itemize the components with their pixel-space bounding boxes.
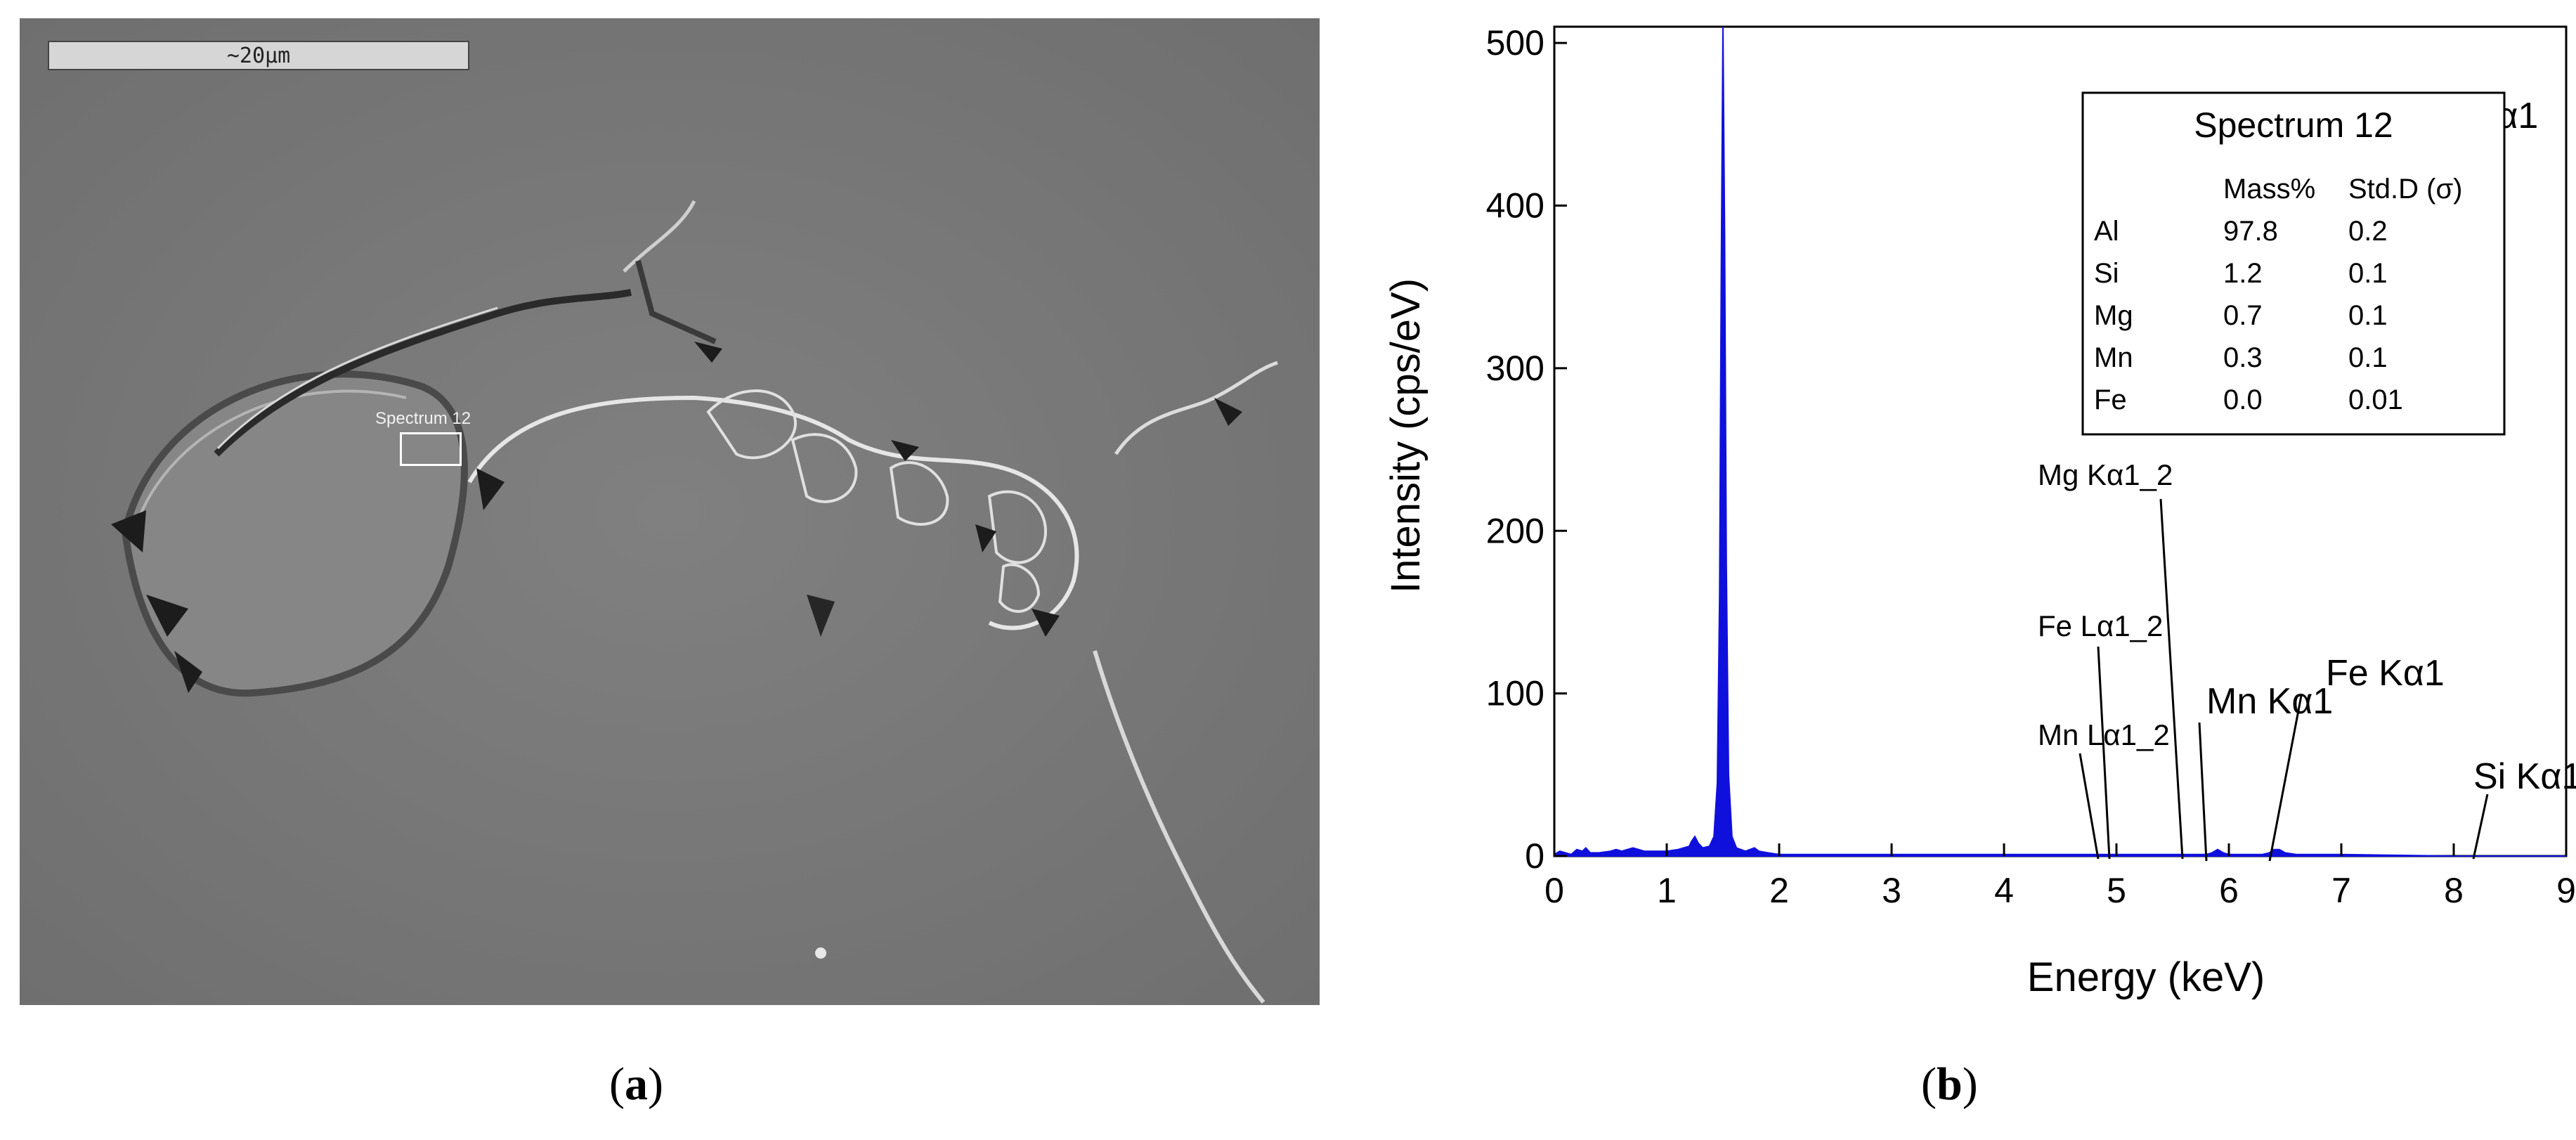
peak-label-fe-ka1: Fe Kα1 [2326, 653, 2445, 694]
x-axis-label: Energy (keV) [2027, 954, 2265, 1000]
caption-b-letter: b [1936, 1058, 1963, 1110]
y-tick-label: 100 [1486, 674, 1544, 713]
y-axis-ticks: 0 100 200 300 400 500 [1486, 23, 1567, 876]
x-tick-label: 8 [2444, 871, 2464, 910]
y-tick-label: 400 [1486, 186, 1544, 226]
inset-header-std: Std.D (σ) [2348, 174, 2462, 205]
inset-cell: 97.8 [2223, 216, 2278, 247]
y-tick-label: 200 [1486, 511, 1544, 550]
arrow-si [2472, 794, 2489, 860]
x-tick-label: 9 [2556, 871, 2576, 910]
inset-cell: 0.2 [2348, 216, 2388, 247]
inset-table-title: Spectrum 12 [2194, 105, 2393, 145]
spectrum-area [1554, 26, 2566, 857]
arrow-fe-k [2268, 695, 2303, 862]
arrow-fe-l [2097, 646, 2111, 860]
eds-spectrum-chart: 0 100 200 300 400 500 0 1 2 3 4 5 6 7 8 9 Intensity (c… [1383, 23, 2576, 1000]
inset-cell: Al [2094, 216, 2119, 247]
peak-label-mg-ka1-2: Mg Kα1_2 [2038, 458, 2173, 491]
sem-micrograph: ~20μm Spectrum 12 [20, 18, 1320, 1005]
x-tick-label: 0 [1544, 871, 1564, 910]
inset-cell: Mg [2094, 300, 2133, 331]
inset-table: Spectrum 12 Mass% Std.D (σ) Al 97.8 0.2 Si 1… [2081, 91, 2506, 436]
inset-cell: 0.1 [2348, 258, 2388, 289]
x-tick-label: 1 [1657, 871, 1677, 910]
caption-a: (a) [609, 1058, 663, 1110]
arrow-mn-k [2198, 722, 2208, 862]
x-tick-label: 4 [1994, 871, 2014, 910]
peak-arrows [2079, 498, 2489, 862]
x-tick-label: 2 [1769, 871, 1789, 910]
scale-bar-label: ~20μm [226, 44, 291, 68]
inset-cell: 0.7 [2223, 300, 2263, 331]
x-tick-label: 6 [2219, 871, 2239, 910]
inset-cell: 0.01 [2348, 384, 2403, 415]
peak-label-mn-ka1: Mn Kα1 [2206, 681, 2333, 722]
inset-header-mass: Mass% [2223, 174, 2315, 205]
inset-cell: 0.1 [2348, 300, 2388, 331]
inset-cell: Fe [2094, 384, 2127, 415]
scale-bar: ~20μm [48, 41, 469, 70]
inset-cell: Si [2094, 258, 2119, 289]
inset-cell: 0.0 [2223, 384, 2263, 415]
y-tick-label: 500 [1486, 23, 1544, 63]
peak-label-fe-la1-2: Fe Lα1_2 [2038, 609, 2163, 642]
inset-table-border [2081, 91, 2506, 436]
inset-cell: Mn [2094, 342, 2133, 373]
x-axis-ticks: 0 1 2 3 4 5 6 7 8 9 [1544, 843, 2576, 910]
x-tick-label: 3 [1882, 871, 1901, 910]
spectrum-region-box [400, 432, 462, 466]
peak-label-si-ka1: Si Kα1 [2473, 756, 2576, 797]
inset-cell: 0.1 [2348, 342, 2388, 373]
y-axis-label: Intensity (cps/eV) [1383, 278, 1429, 593]
spectrum-region-label: Spectrum 12 [375, 409, 471, 428]
y-tick-label: 300 [1486, 349, 1544, 388]
inset-cell: 1.2 [2223, 258, 2263, 289]
y-tick-label: 0 [1525, 836, 1544, 876]
x-tick-label: 5 [2107, 871, 2126, 910]
caption-a-letter: a [624, 1058, 648, 1110]
plot-area [1553, 25, 2568, 857]
inset-table-rows: Al 97.8 0.2 Si 1.2 0.1 Mg 0.7 0.1 Mn 0.3 0.1 Fe 0.0 0.… [2094, 216, 2403, 415]
arrow-mn-l [2079, 753, 2100, 860]
micrograph-texture [20, 18, 1320, 1005]
inset-cell: 0.3 [2223, 342, 2263, 373]
arrow-mg [2159, 498, 2184, 860]
caption-b: (b) [1921, 1058, 1978, 1110]
x-tick-label: 7 [2331, 871, 2351, 910]
